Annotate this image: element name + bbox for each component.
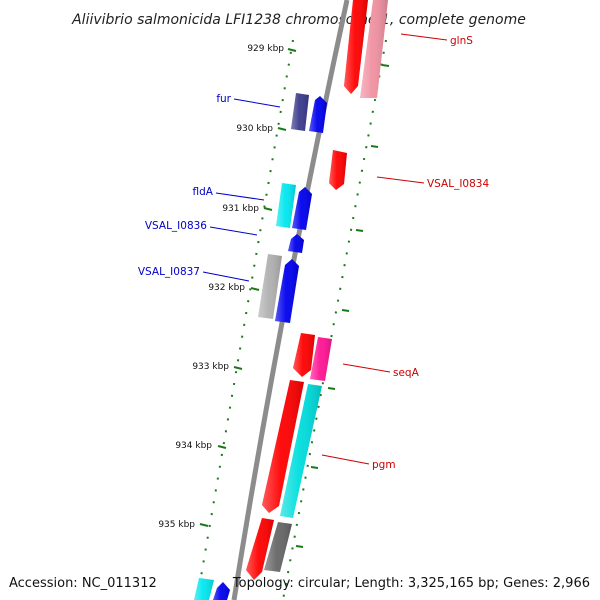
scale-label-931: 931 kbp — [222, 204, 259, 214]
gene-pgm-cds[interactable] — [262, 380, 304, 513]
label-leader-lines — [202, 33, 448, 465]
gene-label-fldA[interactable]: fldA — [193, 186, 214, 198]
gene-VSAL_I0834[interactable] — [329, 150, 347, 190]
gene-fldA-cds[interactable] — [292, 187, 312, 230]
map-title: Aliivibrio salmonicida LFI1238 chromosom… — [71, 12, 526, 28]
forward-strand-genes[interactable] — [194, 93, 327, 600]
gene-glnS-feature[interactable] — [360, 0, 388, 98]
gene-fldA-feature[interactable] — [276, 183, 296, 228]
gene-fur-feature[interactable] — [291, 93, 309, 131]
gene-label-glnS[interactable]: glnS — [450, 35, 473, 47]
gene-glnS-cds[interactable] — [344, 0, 368, 94]
gene-pgm-feature[interactable] — [280, 384, 322, 518]
gene-label-pgm[interactable]: pgm — [372, 459, 396, 471]
gene-label-fur[interactable]: fur — [216, 93, 231, 105]
gene-label-seqA[interactable]: seqA — [393, 367, 420, 379]
accession-text: Accession: NC_011312 — [9, 576, 157, 591]
gene-seqA-cds[interactable] — [293, 333, 315, 377]
gene-label-VSAL_I0837[interactable]: VSAL_I0837 — [138, 266, 200, 278]
gene-bottom-cyan[interactable] — [194, 578, 214, 600]
reverse-strand-genes[interactable] — [246, 0, 388, 580]
scale-labels: 929 kbp 930 kbp 931 kbp 932 kbp 933 kbp … — [158, 44, 284, 530]
scale-label-934: 934 kbp — [175, 441, 212, 451]
outer-major-ticks — [295, 64, 390, 548]
gene-bottom-gray[interactable] — [264, 522, 292, 572]
gene-label-VSAL_I0834[interactable]: VSAL_I0834 — [427, 178, 489, 190]
gene-VSAL_I0837-feature[interactable] — [258, 254, 282, 319]
scale-label-929: 929 kbp — [247, 44, 284, 54]
gene-VSAL_I0837-cds[interactable] — [275, 259, 299, 323]
gene-VSAL_I0836[interactable] — [288, 234, 304, 253]
gene-fur-cds[interactable] — [309, 96, 327, 133]
scale-major-ticks — [199, 48, 297, 527]
scale-label-935: 935 kbp — [158, 520, 195, 530]
gene-bottom-blue[interactable] — [213, 582, 230, 600]
gene-label-VSAL_I0836[interactable]: VSAL_I0836 — [145, 220, 207, 232]
scale-label-930: 930 kbp — [236, 124, 273, 134]
scale-label-932: 932 kbp — [208, 283, 245, 293]
gene-bottom-red[interactable] — [246, 518, 274, 580]
gene-seqA-feature[interactable] — [310, 337, 332, 381]
scale-label-933: 933 kbp — [192, 362, 229, 372]
genome-summary-text: Topology: circular; Length: 3,325,165 bp… — [232, 576, 590, 591]
gene-labels: glnS fur VSAL_I0834 fldA VSAL_I0836 VSAL… — [138, 35, 490, 471]
